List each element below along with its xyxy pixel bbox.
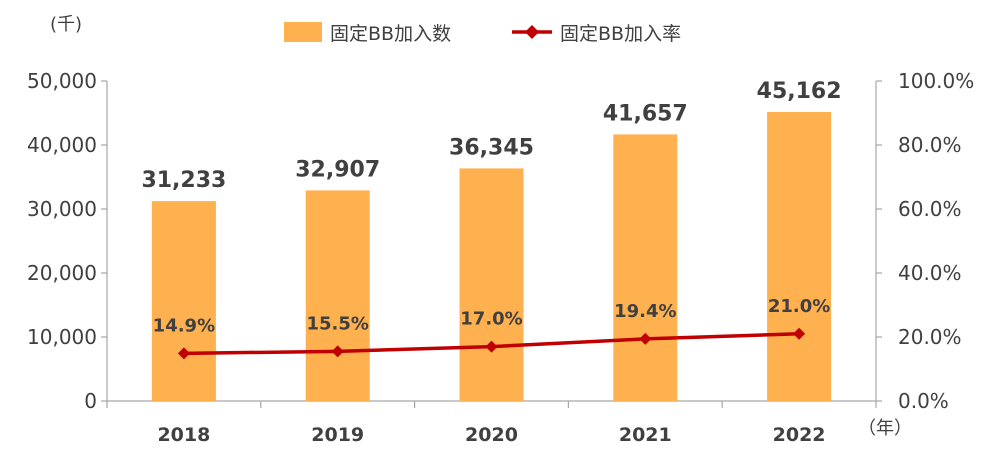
- legend-label-bar: 固定BB加入数: [330, 23, 451, 45]
- left-axis-tick-label: 0: [84, 389, 97, 413]
- bar: [613, 134, 678, 401]
- legend: 固定BB加入数 固定BB加入率: [284, 22, 681, 45]
- line-data-labels: 14.9% 15.5% 17.0% 19.4% 21.0%: [153, 296, 831, 337]
- x-axis-ticks: 2018 2019 2020 2021 2022: [106, 401, 877, 446]
- bar-data-label: 31,233: [141, 168, 226, 193]
- left-axis-tick-label: 40,000: [27, 133, 97, 157]
- left-axis-ticks: 0 10,000 20,000 30,000 40,000 50,000: [27, 69, 107, 413]
- line-data-label: 19.4%: [614, 301, 676, 322]
- x-axis-tick-label: 2020: [465, 424, 518, 446]
- bar-data-label: 45,162: [757, 79, 842, 104]
- line-marker: [639, 332, 652, 345]
- bar-series: [151, 111, 832, 402]
- right-axis-tick-label: 0.0%: [898, 389, 949, 413]
- x-axis-tick-label: 2019: [311, 424, 364, 446]
- line-data-label: 17.0%: [460, 309, 522, 330]
- legend-marker-diamond: [525, 25, 539, 39]
- right-axis-tick-label: 80.0%: [898, 133, 962, 157]
- left-axis-tick-label: 10,000: [27, 325, 97, 349]
- bar: [459, 168, 524, 401]
- bar-data-labels: 31,233 32,907 36,345 41,657 45,162: [141, 79, 841, 193]
- right-axis-tick-label: 20.0%: [898, 325, 962, 349]
- bar-data-label: 41,657: [603, 101, 688, 126]
- legend-swatch-bar: [284, 22, 322, 42]
- line-marker: [485, 340, 498, 353]
- right-axis-ticks: 0.0% 20.0% 40.0% 60.0% 80.0% 100.0%: [876, 69, 974, 413]
- x-axis-unit-label: （年）: [858, 418, 912, 439]
- right-axis-tick-label: 100.0%: [898, 69, 974, 93]
- line-marker: [331, 345, 344, 358]
- x-axis-tick-label: 2018: [157, 424, 210, 446]
- right-axis-tick-label: 40.0%: [898, 261, 962, 285]
- left-axis-tick-label: 20,000: [27, 261, 97, 285]
- x-axis-tick-label: 2022: [773, 424, 826, 446]
- right-axis-tick-label: 60.0%: [898, 197, 962, 221]
- left-axis-tick-label: 30,000: [27, 197, 97, 221]
- legend-label-line: 固定BB加入率: [560, 23, 681, 45]
- bar: [305, 190, 370, 401]
- x-axis-tick-label: 2021: [619, 424, 672, 446]
- left-axis-unit-label: (千): [50, 14, 82, 35]
- line-marker: [177, 347, 190, 360]
- line-marker: [793, 327, 806, 340]
- line-data-label: 15.5%: [306, 313, 368, 334]
- line-data-label: 21.0%: [768, 296, 830, 317]
- line-markers: [177, 327, 806, 360]
- bar: [151, 201, 216, 401]
- bar: [767, 111, 832, 402]
- left-axis-tick-label: 50,000: [27, 69, 97, 93]
- bar-data-label: 32,907: [295, 157, 380, 182]
- bar-data-label: 36,345: [449, 135, 534, 160]
- line-data-label: 14.9%: [153, 315, 215, 336]
